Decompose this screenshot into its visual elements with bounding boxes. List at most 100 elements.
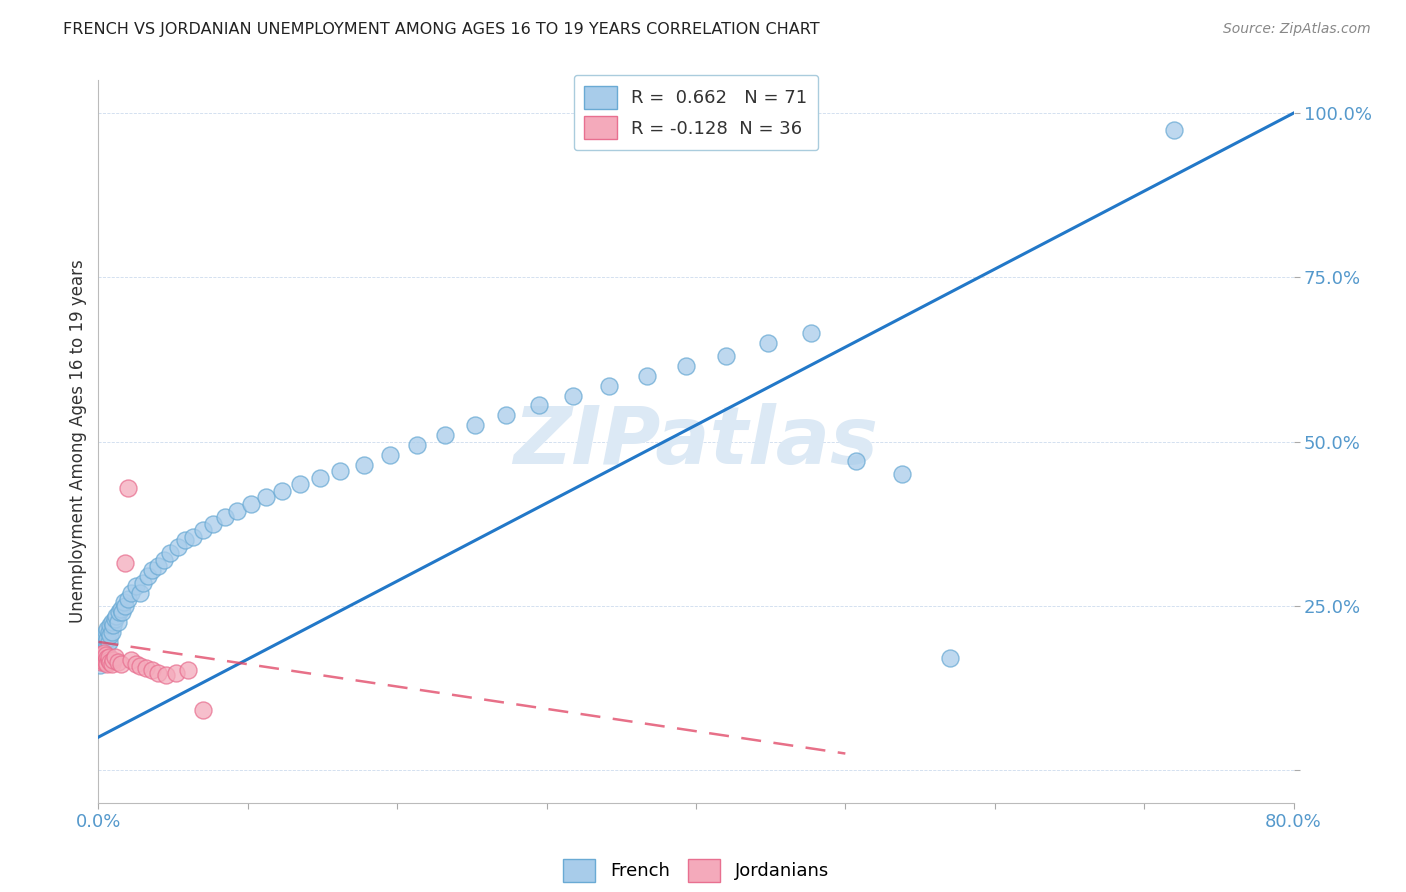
Point (91, 638, 114, 652)
Point (202, 516, 225, 531)
Point (108, 605, 131, 619)
Point (353, 458, 375, 472)
Point (91, 641, 114, 656)
Point (495, 409, 517, 423)
Point (675, 359, 697, 373)
Point (93, 655, 115, 669)
Point (891, 467, 914, 482)
Point (90, 648, 112, 662)
Point (191, 702, 214, 716)
Point (94, 625, 117, 640)
Point (125, 579, 148, 593)
Point (939, 651, 962, 665)
Text: FRENCH VS JORDANIAN UNEMPLOYMENT AMONG AGES 16 TO 19 YEARS CORRELATION CHART: FRENCH VS JORDANIAN UNEMPLOYMENT AMONG A… (63, 22, 820, 37)
Point (378, 448, 401, 462)
Point (93, 632, 115, 646)
Point (93, 650, 115, 665)
Point (89, 651, 111, 665)
Point (97, 625, 120, 640)
Point (800, 326, 823, 340)
Point (96, 651, 118, 665)
Point (90, 645, 112, 659)
Point (148, 665, 170, 680)
Point (90, 652, 112, 666)
Point (120, 652, 142, 666)
Point (97, 652, 120, 666)
Point (90, 648, 112, 662)
Point (96, 657, 118, 671)
Point (165, 665, 187, 680)
Point (104, 612, 127, 626)
Point (114, 556, 136, 570)
Legend: French, Jordanians: French, Jordanians (555, 852, 837, 889)
Point (110, 657, 132, 671)
Point (98, 618, 122, 632)
Y-axis label: Unemployment Among Ages 16 to 19 years: Unemployment Among Ages 16 to 19 years (69, 260, 87, 624)
Point (120, 585, 142, 599)
Point (93, 641, 115, 656)
Point (101, 657, 124, 671)
Point (96, 638, 118, 652)
Point (104, 650, 127, 665)
Point (153, 553, 176, 567)
Text: ZIPatlas: ZIPatlas (513, 402, 879, 481)
Point (94, 655, 117, 669)
Point (181, 530, 204, 544)
Point (103, 652, 125, 666)
Point (101, 625, 124, 640)
Point (214, 510, 236, 524)
Point (845, 454, 868, 468)
Point (464, 418, 486, 433)
Point (89, 657, 111, 672)
Point (329, 464, 352, 478)
Point (98, 628, 122, 642)
Point (117, 481, 139, 495)
Point (254, 491, 277, 505)
Point (94, 645, 117, 659)
Point (101, 615, 124, 630)
Point (166, 540, 188, 554)
Point (191, 523, 214, 537)
Point (129, 659, 152, 673)
Point (434, 428, 457, 442)
Point (405, 438, 427, 452)
Point (90, 655, 112, 669)
Point (125, 657, 148, 671)
Point (177, 663, 200, 677)
Point (136, 569, 159, 583)
Point (148, 559, 170, 574)
Point (110, 602, 132, 616)
Point (132, 575, 155, 590)
Point (174, 533, 197, 547)
Point (226, 503, 249, 517)
Point (562, 388, 585, 402)
Point (111, 605, 134, 619)
Point (141, 563, 163, 577)
Point (308, 471, 330, 485)
Point (97, 635, 120, 649)
Point (94, 635, 117, 649)
Point (91, 648, 114, 662)
Point (105, 608, 128, 623)
Point (141, 663, 163, 677)
Point (91, 652, 114, 666)
Point (107, 615, 129, 630)
Point (527, 398, 550, 412)
Point (159, 546, 181, 560)
Point (93, 646, 115, 660)
Point (129, 585, 152, 599)
Point (96, 622, 118, 636)
Point (598, 378, 620, 392)
Point (114, 599, 136, 613)
Point (89, 648, 111, 662)
Point (96, 632, 118, 646)
Point (94, 648, 117, 662)
Point (239, 497, 262, 511)
Point (288, 477, 311, 491)
Text: Source: ZipAtlas.com: Source: ZipAtlas.com (1223, 22, 1371, 37)
Point (94, 652, 117, 666)
Point (117, 592, 139, 607)
Point (103, 618, 125, 632)
Point (98, 655, 122, 669)
Point (271, 483, 294, 498)
